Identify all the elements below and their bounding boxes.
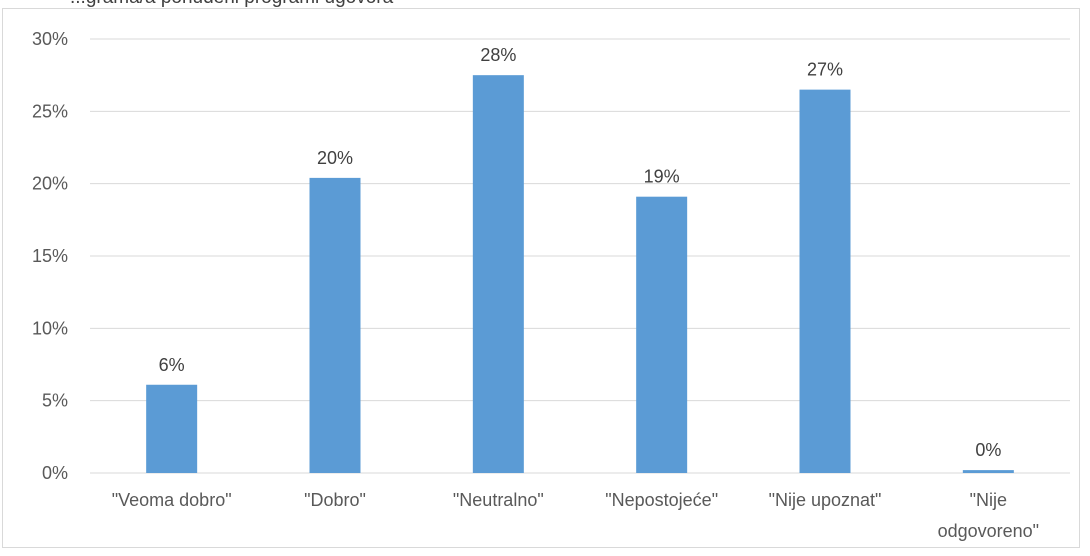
y-tick-label: 15% xyxy=(32,246,68,266)
bar xyxy=(146,384,198,473)
y-tick-label: 0% xyxy=(42,463,68,483)
y-tick-label: 20% xyxy=(32,174,68,194)
x-category-label: "Veoma dobro" xyxy=(112,490,232,510)
bar xyxy=(799,89,851,473)
y-tick-label: 5% xyxy=(42,391,68,411)
x-category-label: "Nije upoznat" xyxy=(769,490,882,510)
data-label: 0% xyxy=(975,440,1001,460)
x-category-label: "Nije xyxy=(970,490,1007,510)
data-label: 27% xyxy=(807,60,843,80)
bar xyxy=(309,177,361,473)
x-category-label: "Neutralno" xyxy=(453,490,544,510)
x-category-label: odgovoreno" xyxy=(938,521,1039,541)
data-label: 6% xyxy=(159,355,185,375)
x-category-label: "Dobro" xyxy=(304,490,366,510)
data-label: 28% xyxy=(480,45,516,65)
data-label: 20% xyxy=(317,148,353,168)
y-tick-label: 25% xyxy=(32,101,68,121)
x-category-label: "Nepostojeće" xyxy=(605,490,718,510)
y-tick-label: 10% xyxy=(32,318,68,338)
chart-frame xyxy=(2,8,1080,548)
bar xyxy=(962,470,1014,473)
y-tick-label: 30% xyxy=(32,29,68,49)
bar xyxy=(636,196,688,474)
data-label: 19% xyxy=(644,167,680,187)
bar xyxy=(472,75,524,474)
chart-title: ...grama/a ponuđeni programi ugovora xyxy=(70,0,393,9)
